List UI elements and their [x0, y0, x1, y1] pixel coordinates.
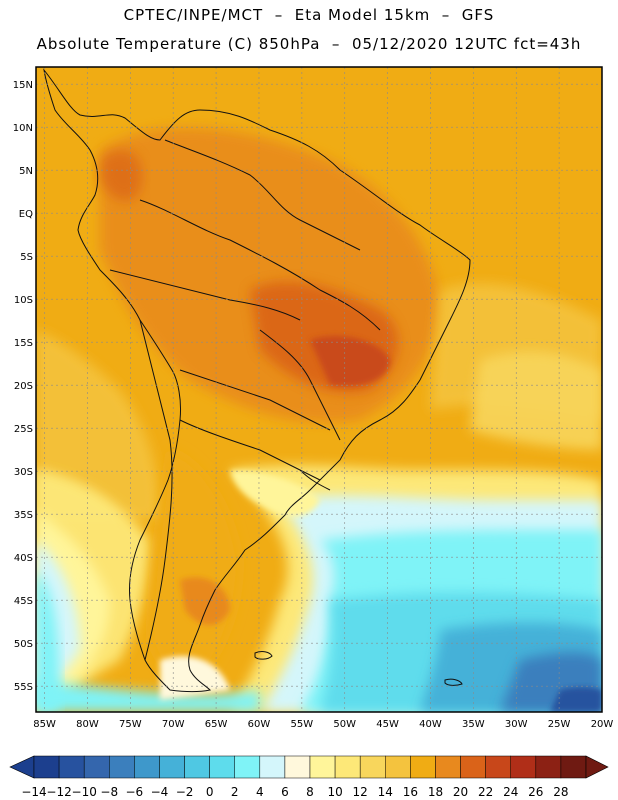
- color-scale-box: [510, 755, 537, 779]
- color-scale-label: 14: [378, 785, 393, 799]
- latitude-label: 10S: [14, 295, 33, 306]
- latitude-label: 20S: [14, 381, 33, 392]
- grid-lines: [36, 67, 602, 712]
- right-arrow-icon: [585, 755, 609, 779]
- longitude-label: 35W: [462, 719, 485, 730]
- longitude-label: 85W: [33, 719, 56, 730]
- latitude-label: 25S: [14, 424, 33, 435]
- color-scale-box: [83, 755, 110, 779]
- color-scale-box: [259, 755, 286, 779]
- latitude-label: 10N: [13, 123, 33, 134]
- color-scale-label: 18: [428, 785, 443, 799]
- color-scale-label: −2: [176, 785, 194, 799]
- left-arrow-icon: [9, 755, 35, 779]
- color-scale-box: [334, 755, 361, 779]
- color-scale-box: [58, 755, 85, 779]
- latitude-label: 5N: [19, 166, 33, 177]
- latitude-label: 15N: [13, 80, 33, 91]
- color-scale-box: [134, 755, 160, 779]
- color-scale: −14 −12 −10 −8 −6 −4 −2 0 2 4 6 8 10 12 14 16 18 20 22 24 26…: [9, 755, 609, 799]
- color-scale-box: [460, 755, 486, 779]
- longitude-label: 60W: [248, 719, 271, 730]
- color-scale-box: [234, 755, 261, 779]
- longitude-labels: 85W 80W 75W 70W 65W 60W 55W 50W 45W 40W 35W 30W 25W 2…: [33, 719, 613, 730]
- color-scale-box: [33, 755, 60, 779]
- title-line-2: Absolute Temperature (C) 850hPa – 05/12/…: [36, 35, 582, 53]
- color-scale-label: 22: [478, 785, 493, 799]
- longitude-label: 75W: [119, 719, 142, 730]
- latitude-label: 35S: [14, 510, 33, 521]
- color-scale-box: [385, 755, 411, 779]
- color-scale-box: [284, 755, 311, 779]
- color-scale-label: −8: [100, 785, 118, 799]
- longitude-label: 45W: [376, 719, 399, 730]
- longitude-label: 50W: [333, 719, 356, 730]
- coastlines: [43, 68, 471, 692]
- color-scale-label: 26: [528, 785, 543, 799]
- color-scale-box: [109, 755, 135, 779]
- longitude-label: 65W: [205, 719, 228, 730]
- latitude-label: 15S: [14, 338, 33, 349]
- color-scale-label: 12: [353, 785, 368, 799]
- color-scale-box: [435, 755, 461, 779]
- color-scale-label: −6: [126, 785, 144, 799]
- color-scale-label: −12: [46, 785, 71, 799]
- color-scale-label: 10: [327, 785, 342, 799]
- color-scale-box: [535, 755, 562, 779]
- color-scale-label: 8: [306, 785, 314, 799]
- color-scale-label: −14: [21, 785, 46, 799]
- color-scale-label: 28: [553, 785, 568, 799]
- longitude-label: 80W: [76, 719, 99, 730]
- color-scale-box: [159, 755, 185, 779]
- latitude-labels: 15N 10N 5N EQ 5S 10S 15S 20S 25S 30S 35S 40S 45S 50S 5…: [13, 80, 33, 693]
- latitude-label: 40S: [14, 553, 33, 564]
- map-frame: [35, 66, 603, 713]
- latitude-label: 30S: [14, 467, 33, 478]
- longitude-label: 40W: [419, 719, 442, 730]
- color-scale-label: 24: [503, 785, 518, 799]
- color-scale-label: 4: [256, 785, 264, 799]
- longitude-label: 30W: [505, 719, 528, 730]
- longitude-label: 55W: [291, 719, 314, 730]
- color-scale-label: −4: [151, 785, 169, 799]
- color-scale-label: −10: [72, 785, 97, 799]
- color-scale-box: [309, 755, 336, 779]
- temperature-field: [36, 67, 602, 712]
- color-scale-box: [485, 755, 511, 779]
- color-scale-box: [209, 755, 235, 779]
- latitude-label: 5S: [20, 252, 33, 263]
- longitude-label: 25W: [548, 719, 571, 730]
- color-scale-labels: −14 −12 −10 −8 −6 −4 −2 0 2 4 6 8 10 12 14 16 18 20 22 24 26…: [21, 785, 568, 799]
- latitude-label: EQ: [19, 209, 33, 220]
- latitude-label: 50S: [14, 639, 33, 650]
- color-scale-label: 16: [403, 785, 418, 799]
- temperature-map: 15N 10N 5N EQ 5S 10S 15S 20S 25S 30S 35S 40S 45S 50S 5…: [13, 66, 613, 730]
- latitude-label: 55S: [14, 682, 33, 693]
- longitude-label: 20W: [591, 719, 614, 730]
- color-scale-box: [560, 755, 587, 779]
- color-scale-label: 0: [206, 785, 214, 799]
- latitude-label: 45S: [14, 596, 33, 607]
- color-scale-label: 20: [453, 785, 468, 799]
- color-scale-label: 6: [281, 785, 289, 799]
- color-scale-label: 2: [231, 785, 239, 799]
- color-scale-box: [410, 755, 436, 779]
- longitude-label: 70W: [162, 719, 185, 730]
- color-scale-box: [359, 755, 386, 779]
- title-line-1: CPTEC/INPE/MCT – Eta Model 15km – GFS: [123, 6, 495, 24]
- color-scale-box: [184, 755, 210, 779]
- color-scale-boxes: [33, 755, 587, 779]
